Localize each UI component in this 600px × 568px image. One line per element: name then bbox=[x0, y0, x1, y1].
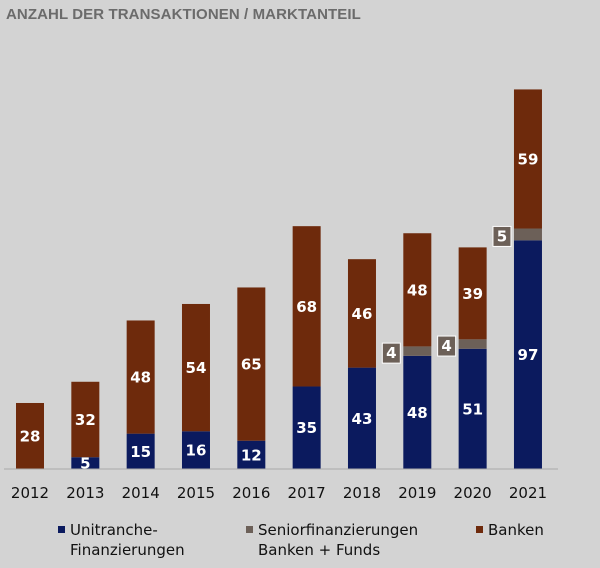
bar-unitranche-2013 bbox=[71, 457, 100, 469]
bar-unitranche-2018 bbox=[347, 367, 376, 469]
chart-title: ANZAHL DER TRANSAKTIONEN / MARKTANTEIL bbox=[6, 6, 361, 23]
x-tick-label-2017: 2017 bbox=[288, 484, 326, 502]
data-label-banken-2018: 46 bbox=[352, 305, 373, 323]
data-label-banken-2017: 68 bbox=[296, 298, 317, 316]
bar-unitranche-2021 bbox=[513, 240, 542, 469]
bar-unitranche-2016 bbox=[237, 440, 266, 469]
data-label-banken-2012: 28 bbox=[20, 427, 41, 445]
bar-banken-2014 bbox=[126, 320, 155, 434]
data-label-senior-2019: 4 bbox=[386, 344, 396, 362]
callout-box-2021 bbox=[492, 225, 512, 247]
callout-box-2020 bbox=[437, 335, 457, 357]
bar-unitranche-2014 bbox=[126, 433, 155, 469]
bar-unitranche-2019 bbox=[403, 355, 432, 469]
data-label-unitranche-2019: 48 bbox=[407, 404, 428, 422]
x-tick-label-2015: 2015 bbox=[177, 484, 215, 502]
bar-banken-2013 bbox=[71, 381, 100, 458]
x-tick-label-2016: 2016 bbox=[232, 484, 270, 502]
data-label-banken-2013: 32 bbox=[75, 411, 96, 429]
x-tick-label-2018: 2018 bbox=[343, 484, 381, 502]
bars-layer: 28 5 32 15 48 16 54 12 65 35 68 43 46 48 4 48 51 4 39 97 5 59 bbox=[16, 89, 542, 473]
bar-senior-2021 bbox=[513, 228, 542, 241]
data-label-unitranche-2018: 43 bbox=[352, 410, 373, 428]
data-label-banken-2019: 48 bbox=[407, 281, 428, 299]
bar-senior-2019 bbox=[403, 346, 432, 356]
data-label-banken-2015: 54 bbox=[186, 359, 207, 377]
data-label-unitranche-2013: 5 bbox=[80, 455, 90, 473]
data-label-unitranche-2021: 97 bbox=[518, 346, 539, 364]
x-tick-labels: 2012 2013 2014 2015 2016 2017 2018 2019 2020 2021 bbox=[11, 484, 547, 502]
x-tick-label-2019: 2019 bbox=[398, 484, 436, 502]
data-label-unitranche-2017: 35 bbox=[296, 419, 317, 437]
legend-swatch-senior bbox=[246, 526, 253, 533]
legend-label-senior: Seniorfinanzierungen Banken + Funds bbox=[258, 521, 419, 559]
legend-swatch-banken bbox=[476, 526, 483, 533]
bar-banken-2020 bbox=[458, 247, 487, 340]
data-label-unitranche-2016: 12 bbox=[241, 446, 262, 464]
legend: Unitranche- Finanzierungen Seniorfinanzier… bbox=[58, 520, 588, 564]
data-label-unitranche-2014: 15 bbox=[130, 443, 151, 461]
bar-unitranche-2017 bbox=[292, 386, 321, 469]
bar-unitranche-2020 bbox=[458, 348, 487, 469]
bar-unitranche-2015 bbox=[181, 431, 210, 469]
bar-banken-2019 bbox=[403, 233, 432, 347]
data-label-senior-2020: 4 bbox=[441, 337, 451, 355]
bar-banken-2016 bbox=[237, 287, 266, 441]
x-tick-label-2013: 2013 bbox=[66, 484, 104, 502]
legend-item-senior: Seniorfinanzierungen Banken + Funds bbox=[246, 520, 418, 560]
data-label-unitranche-2015: 16 bbox=[186, 442, 207, 460]
x-tick-label-2020: 2020 bbox=[454, 484, 492, 502]
stacked-bar-chart: 28 5 32 15 48 16 54 12 65 35 68 43 46 48 4 48 51 4 39 97 5 59… bbox=[4, 89, 558, 502]
bar-banken-2018 bbox=[347, 259, 376, 368]
legend-swatch-unitranche bbox=[58, 526, 65, 533]
data-label-banken-2014: 48 bbox=[130, 369, 151, 387]
bar-banken-2021 bbox=[513, 89, 542, 229]
legend-label-unitranche: Unitranche- Finanzierungen bbox=[70, 521, 185, 559]
data-label-banken-2016: 65 bbox=[241, 356, 262, 374]
x-tick-label-2021: 2021 bbox=[509, 484, 547, 502]
x-tick-label-2012: 2012 bbox=[11, 484, 49, 502]
bar-banken-2017 bbox=[292, 226, 321, 387]
data-label-unitranche-2020: 51 bbox=[462, 400, 483, 418]
x-tick-label-2014: 2014 bbox=[122, 484, 160, 502]
legend-label-banken: Banken bbox=[488, 521, 544, 539]
data-label-banken-2021: 59 bbox=[518, 150, 539, 168]
legend-item-unitranche: Unitranche- Finanzierungen bbox=[58, 520, 185, 560]
bar-senior-2020 bbox=[458, 339, 487, 349]
callout-box-2019 bbox=[381, 342, 401, 364]
bar-banken-2015 bbox=[181, 303, 210, 432]
data-label-banken-2020: 39 bbox=[462, 285, 483, 303]
data-label-senior-2021: 5 bbox=[497, 227, 507, 245]
legend-item-banken: Banken bbox=[476, 520, 544, 540]
bar-banken-2012 bbox=[16, 402, 44, 469]
